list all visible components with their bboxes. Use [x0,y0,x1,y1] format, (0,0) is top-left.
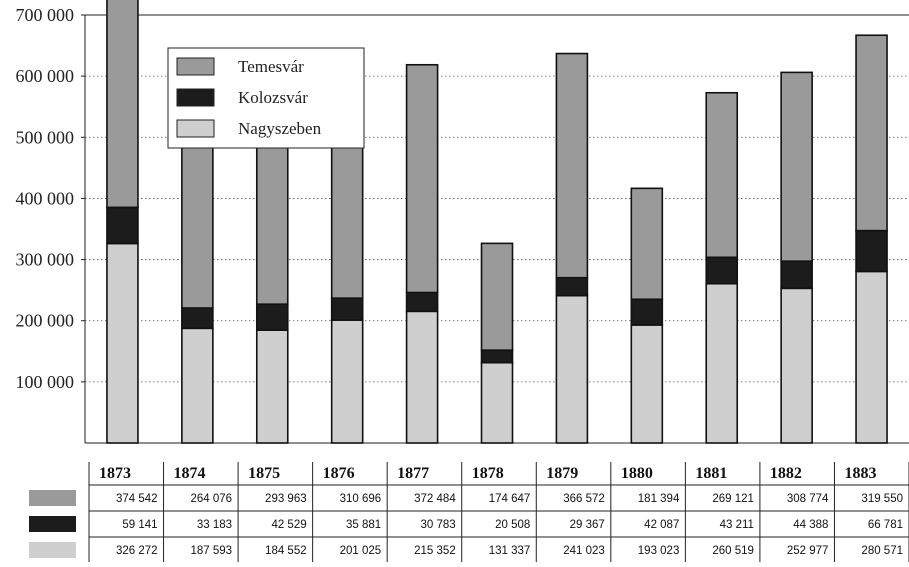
year-label: 1883 [844,465,876,482]
bar-segment-nagyszeben [405,310,439,444]
year-label: 1879 [546,465,578,482]
y-tick-label: 400 000 [16,188,75,208]
table-cell: 35 881 [346,519,381,531]
row-swatch [29,542,76,558]
y-tick-label: 200 000 [16,311,75,331]
bar-segment-kolozsvr [705,256,739,285]
bar-segment-nagyszeben [106,242,139,444]
row-swatch [29,516,76,532]
bar-segment-kolozsvr [855,229,888,273]
table-cell: 66 781 [868,519,903,531]
year-label: 1873 [99,465,131,482]
legend-label: Temesvár [238,57,304,76]
bar-segment-nagyszeben [480,361,514,444]
table-cell: 184 552 [265,545,307,557]
bar-segment-nagyszeben [780,287,813,444]
bar-segment-kolozsvr [555,276,589,297]
bar-segment-temesvr [555,52,589,279]
table-cell: 374 542 [116,493,158,505]
table-cell: 264 076 [191,493,233,505]
bar-segment-temesvr [855,34,888,232]
year-label: 1882 [770,465,802,482]
table-cell: 29 367 [570,519,605,531]
y-tick-label: 700 000 [16,5,75,25]
year-label: 1881 [695,465,727,482]
row-swatch [29,490,76,506]
legend-swatch [176,119,215,138]
bar-segment-nagyszeben [555,294,589,444]
bar-segment-nagyszeben [705,282,739,444]
table-cell: 131 337 [489,545,531,557]
table-cell: 252 977 [787,545,829,557]
y-tick-label: 600 000 [16,66,75,86]
year-label: 1878 [472,465,504,482]
bar-segment-kolozsvr [181,307,214,330]
bar-segment-temesvr [480,242,514,351]
bar-segment-nagyszeben [330,319,364,444]
year-label: 1876 [323,465,355,482]
year-label: 1880 [621,465,653,482]
table-cell: 201 025 [340,545,382,557]
legend-label: Kolozsvár [238,88,308,107]
bar-segment-kolozsvr [255,303,289,331]
table-cell: 42 087 [644,519,679,531]
table-cell: 30 783 [421,519,456,531]
bar-segment-temesvr [106,0,139,209]
year-label: 1874 [174,465,206,482]
table-cell: 326 272 [116,545,158,557]
table-cell: 181 394 [638,493,680,505]
y-tick-label: 100 000 [16,372,75,392]
table-cell: 20 508 [495,519,530,531]
table-cell: 33 183 [197,519,232,531]
bar-segment-nagyszeben [630,324,664,444]
bar-segment-temesvr [705,91,739,259]
bar-segment-temesvr [181,145,214,309]
data-table: 1873 1874 1875 1876 1877 1878 1879 1880 1881 1882… [29,462,909,562]
table-cell: 293 963 [265,493,307,505]
table-cell: 174 647 [489,493,531,505]
table-cell: 269 121 [712,493,754,505]
table-cell: 44 388 [793,519,828,531]
table-cell: 215 352 [414,545,456,557]
bar-segment-temesvr [255,123,289,305]
year-label: 1875 [248,465,280,482]
table-cell: 319 550 [861,493,903,505]
y-tick-label: 300 000 [16,250,75,270]
table-cell: 372 484 [414,493,456,505]
bar-segment-kolozsvr [106,206,139,245]
bar-segment-kolozsvr [405,291,439,313]
bar-segment-kolozsvr [330,297,364,321]
bar-segment-temesvr [405,63,439,294]
bar-segment-kolozsvr [480,349,514,364]
bar-segment-temesvr [630,187,664,301]
legend-label: Nagyszeben [238,119,322,138]
table-cell: 280 571 [861,545,903,557]
legend: Temesvár Kolozsvár Nagyszeben [167,47,365,149]
year-label: 1877 [397,465,429,482]
y-axis: 100 000 200 000 300 000 400 000 500 000 600 0… [16,5,909,444]
table-cell: 366 572 [563,493,605,505]
table-cell: 193 023 [638,545,680,557]
bar-segment-nagyszeben [181,327,214,444]
y-tick-label: 500 000 [16,127,75,147]
bar-segment-kolozsvr [630,298,664,326]
table-cell: 42 529 [271,519,306,531]
bar-segment-nagyszeben [255,329,289,444]
table-cell: 260 519 [712,545,754,557]
bar-segment-temesvr [780,71,813,262]
bars [106,0,888,444]
table-cell: 308 774 [787,493,829,505]
legend-swatch [176,57,215,76]
bar-segment-kolozsvr [780,260,813,290]
table-cell: 59 141 [122,519,157,531]
table-cell: 43 211 [720,519,754,531]
table-cell: 187 593 [191,545,233,557]
table-cell: 241 023 [563,545,605,557]
legend-swatch [176,88,215,107]
bar-segment-nagyszeben [855,270,888,444]
table-cell: 310 696 [340,493,382,505]
